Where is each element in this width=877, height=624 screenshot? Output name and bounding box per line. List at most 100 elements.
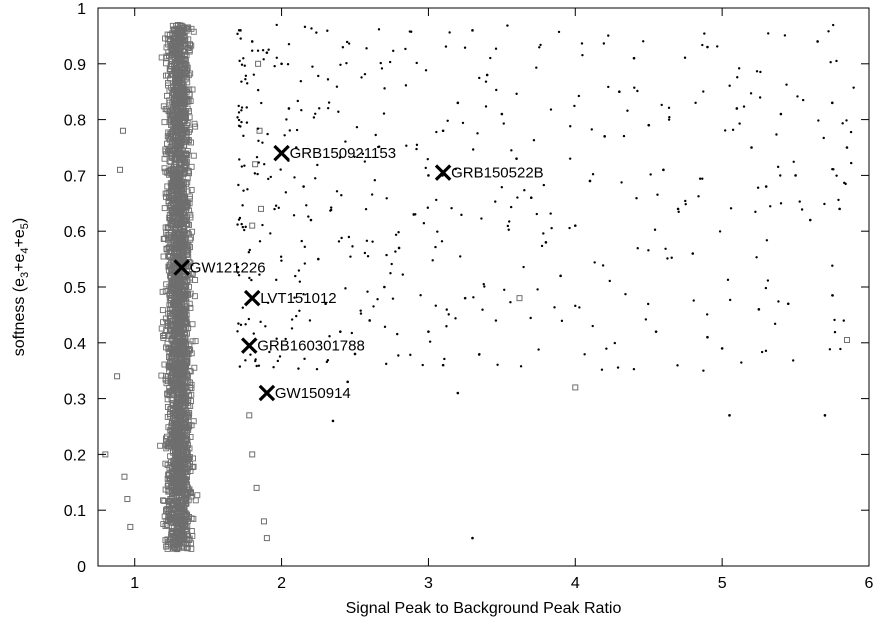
square-point	[572, 384, 579, 391]
dot-point	[740, 361, 743, 364]
square-point	[260, 518, 267, 525]
dot-point	[397, 246, 401, 250]
dot-point	[260, 101, 263, 105]
dot-point	[828, 348, 832, 351]
dot-point	[522, 265, 525, 269]
cluster-point	[175, 390, 182, 397]
dot-point	[383, 325, 387, 329]
dot-point	[346, 380, 349, 384]
cluster-point	[165, 147, 172, 154]
dot-point	[829, 61, 832, 64]
cluster-point	[170, 170, 177, 177]
cluster-point	[177, 475, 184, 482]
cluster-point	[170, 472, 176, 479]
cluster-point	[185, 253, 192, 260]
cluster-point	[185, 487, 192, 494]
dot-point	[632, 56, 636, 60]
dot-point	[415, 61, 418, 65]
dot-point	[578, 306, 581, 309]
cluster-point	[185, 414, 192, 421]
dot-point	[284, 191, 288, 194]
dot-point	[276, 359, 280, 363]
dot-point	[833, 330, 837, 334]
cluster-point	[175, 73, 182, 80]
dot-point	[456, 391, 460, 395]
annotation-label: GW150914	[275, 385, 351, 402]
cluster-point	[183, 325, 190, 332]
dot-point	[236, 265, 240, 269]
cluster-point	[170, 300, 177, 306]
dot-point	[244, 225, 247, 229]
dot-point	[252, 73, 256, 76]
cluster-point	[163, 106, 170, 113]
dot-point	[349, 255, 352, 258]
dot-point	[472, 296, 475, 299]
dot-point	[515, 92, 518, 96]
annotation-label: LVT151012	[260, 290, 336, 307]
dot-point	[494, 200, 497, 203]
dot-point	[607, 85, 610, 89]
dot-point	[390, 262, 393, 266]
dot-point	[664, 247, 667, 250]
cluster-point	[164, 433, 170, 440]
dot-point	[703, 32, 706, 35]
dot-point	[728, 298, 732, 302]
dot-point	[607, 34, 610, 37]
cluster-point	[178, 363, 185, 370]
cluster-point	[182, 498, 189, 505]
dot-point	[461, 121, 465, 125]
cluster-point	[172, 434, 179, 441]
dot-point	[335, 85, 339, 88]
dot-point	[341, 46, 345, 49]
dot-point	[542, 232, 545, 235]
cluster-point	[188, 545, 195, 552]
cluster-point	[176, 289, 183, 296]
cluster-point	[191, 120, 198, 127]
dot-point	[303, 357, 306, 361]
cluster-point	[177, 307, 183, 314]
cluster-point	[183, 134, 190, 141]
dot-point	[290, 327, 294, 330]
dot-point	[374, 133, 377, 137]
dot-point	[508, 220, 511, 223]
dot-point	[823, 414, 827, 417]
dot-point	[326, 78, 330, 81]
dot-point	[483, 285, 486, 288]
cluster-point	[166, 204, 173, 211]
cluster-point	[160, 334, 167, 341]
dot-point	[776, 165, 780, 169]
cluster-point	[174, 79, 181, 86]
dot-point	[275, 23, 278, 27]
cluster-point	[188, 42, 195, 49]
cluster-point	[168, 515, 175, 522]
dot-point	[445, 308, 448, 311]
dot-point	[303, 25, 307, 29]
dot-point	[300, 239, 303, 243]
dot-point	[697, 195, 700, 198]
annotation-label: GRB150522B	[451, 165, 544, 182]
cluster-point	[175, 100, 182, 107]
cluster-point	[171, 163, 178, 170]
cluster-point	[161, 165, 168, 172]
cluster-point	[184, 544, 191, 551]
cluster-point	[184, 221, 191, 228]
dot-point	[816, 40, 819, 43]
cluster-point	[179, 373, 186, 380]
dot-point	[325, 360, 329, 364]
cluster-point	[185, 241, 192, 248]
dot-point	[691, 252, 695, 255]
cluster-point	[179, 179, 185, 186]
dot-point	[372, 305, 375, 308]
dot-point	[728, 414, 731, 417]
cluster-point	[182, 139, 188, 145]
dot-point	[728, 84, 731, 87]
cluster-point	[184, 437, 191, 444]
y-axis-label-plus-e5: +e	[11, 229, 28, 247]
dot-point	[494, 319, 498, 322]
dot-point	[245, 121, 249, 124]
cluster-point	[173, 30, 180, 37]
dot-point	[280, 259, 283, 262]
x-tick-label: 6	[865, 575, 874, 592]
cluster-point	[175, 456, 182, 462]
dot-point	[326, 106, 330, 110]
